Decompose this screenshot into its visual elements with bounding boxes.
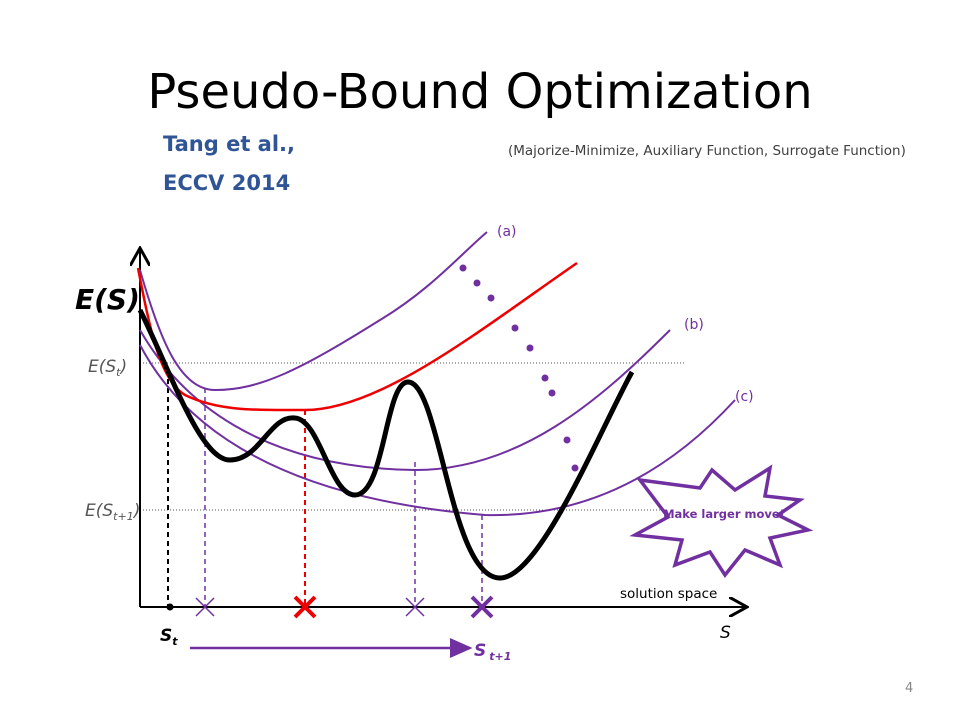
callout-burst [629, 464, 814, 578]
note: (Majorize-Minimize, Auxiliary Function, … [508, 143, 906, 159]
label-sub: t+1 [489, 650, 511, 663]
bound-curve [139, 329, 671, 472]
label-base: E(S [88, 357, 116, 377]
curve-label: (c) [735, 389, 754, 405]
label-close: ) [119, 357, 128, 377]
curve-label: (a) [497, 224, 517, 240]
y-axis-label: E(S) [75, 283, 140, 316]
bound-curve [139, 231, 488, 392]
level-label: E(St) [88, 357, 127, 379]
venue: ECCV 2014 [163, 171, 290, 195]
bound-curve [139, 344, 736, 517]
x-mark [293, 595, 317, 619]
label-base: E(S [85, 501, 113, 521]
label-sub: t [172, 635, 178, 648]
label-sub: t [116, 366, 121, 379]
author: Tang et al., [163, 132, 295, 156]
label-close: ) [132, 501, 141, 521]
label-sub: t+1 [113, 510, 134, 523]
x-mark [195, 597, 215, 617]
curve-label: (b) [684, 317, 704, 333]
callout: Make larger move! [663, 507, 785, 521]
x-mark [470, 595, 494, 619]
ellipsis-dots [459, 264, 579, 472]
level-label: E(St+1) [85, 501, 140, 523]
x-axis-caption: solution space [620, 586, 717, 602]
point-label: St [160, 626, 178, 648]
page-number: 4 [905, 681, 913, 696]
start-point [166, 603, 174, 611]
label-base: S [160, 626, 172, 646]
energy-curve [137, 308, 635, 581]
x-mark [405, 597, 425, 617]
label-base: S [474, 641, 486, 661]
x-axis-label: S [720, 623, 731, 643]
slide-title: Pseudo-Bound Optimization [147, 64, 812, 120]
